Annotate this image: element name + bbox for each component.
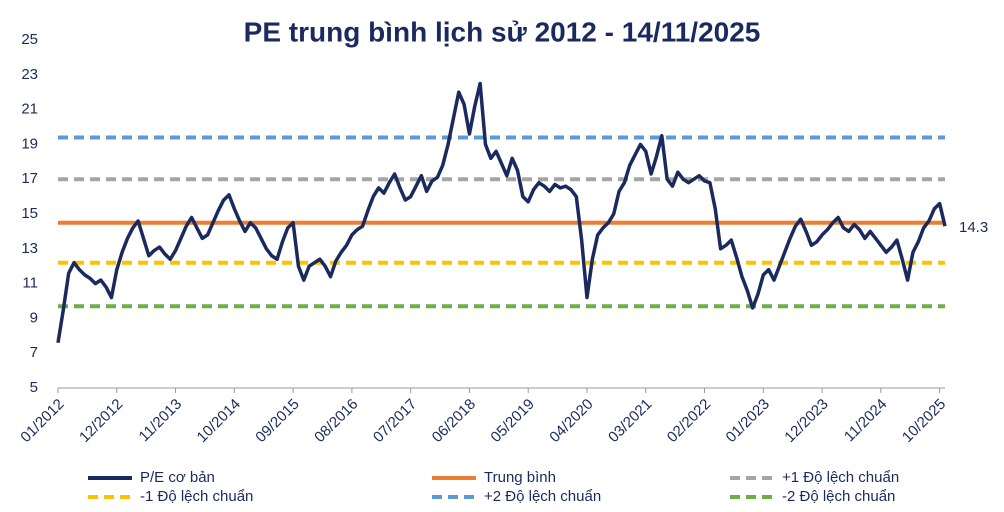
legend-label: +1 Độ lệch chuẩn (782, 469, 899, 486)
y-tick-label: 23 (21, 66, 38, 83)
y-tick-label: 19 (21, 135, 38, 152)
x-tick-label: 08/2016 (311, 396, 361, 446)
y-tick-label: 13 (21, 240, 38, 257)
end-value-label: 14.3 (959, 219, 988, 236)
x-tick-label: 10/2025 (899, 396, 949, 446)
x-tick-label: 01/2012 (17, 396, 67, 446)
legend-label: P/E cơ bản (140, 469, 215, 486)
x-tick-label: 11/2013 (136, 396, 186, 446)
x-tick-label: 12/2023 (781, 396, 831, 446)
x-tick-label: 03/2021 (605, 396, 655, 446)
y-tick-label: 7 (30, 344, 38, 361)
x-tick-label: 11/2024 (841, 396, 891, 446)
x-tick-label: 12/2012 (76, 396, 126, 446)
x-tick-label: 10/2014 (194, 396, 244, 446)
data-line (56, 81, 947, 344)
legend-label: Trung bình (484, 469, 556, 486)
x-tick-label: 05/2019 (487, 396, 537, 446)
x-tick-label: 06/2018 (429, 396, 479, 446)
legend-label: +2 Độ lệch chuẩn (484, 488, 601, 505)
x-tick-label: 07/2017 (370, 396, 420, 446)
y-tick-label: 5 (30, 379, 38, 396)
y-tick-label: 21 (21, 101, 38, 118)
legend-label: -1 Độ lệch chuẩn (140, 488, 253, 505)
y-tick-label: 9 (30, 309, 38, 326)
chart-title: PE trung bình lịch sử 2012 - 14/11/2025 (244, 16, 761, 47)
y-tick-label: 15 (21, 205, 38, 222)
x-tick-label: 02/2022 (664, 396, 714, 446)
y-tick-label: 25 (21, 31, 38, 48)
x-tick-label: 01/2023 (723, 396, 773, 446)
x-tick-label: 09/2015 (252, 396, 302, 446)
y-tick-label: 11 (22, 275, 38, 292)
x-tick-label: 04/2020 (546, 396, 596, 446)
legend-label: -2 Độ lệch chuẩn (782, 488, 895, 505)
y-tick-label: 17 (21, 170, 38, 187)
